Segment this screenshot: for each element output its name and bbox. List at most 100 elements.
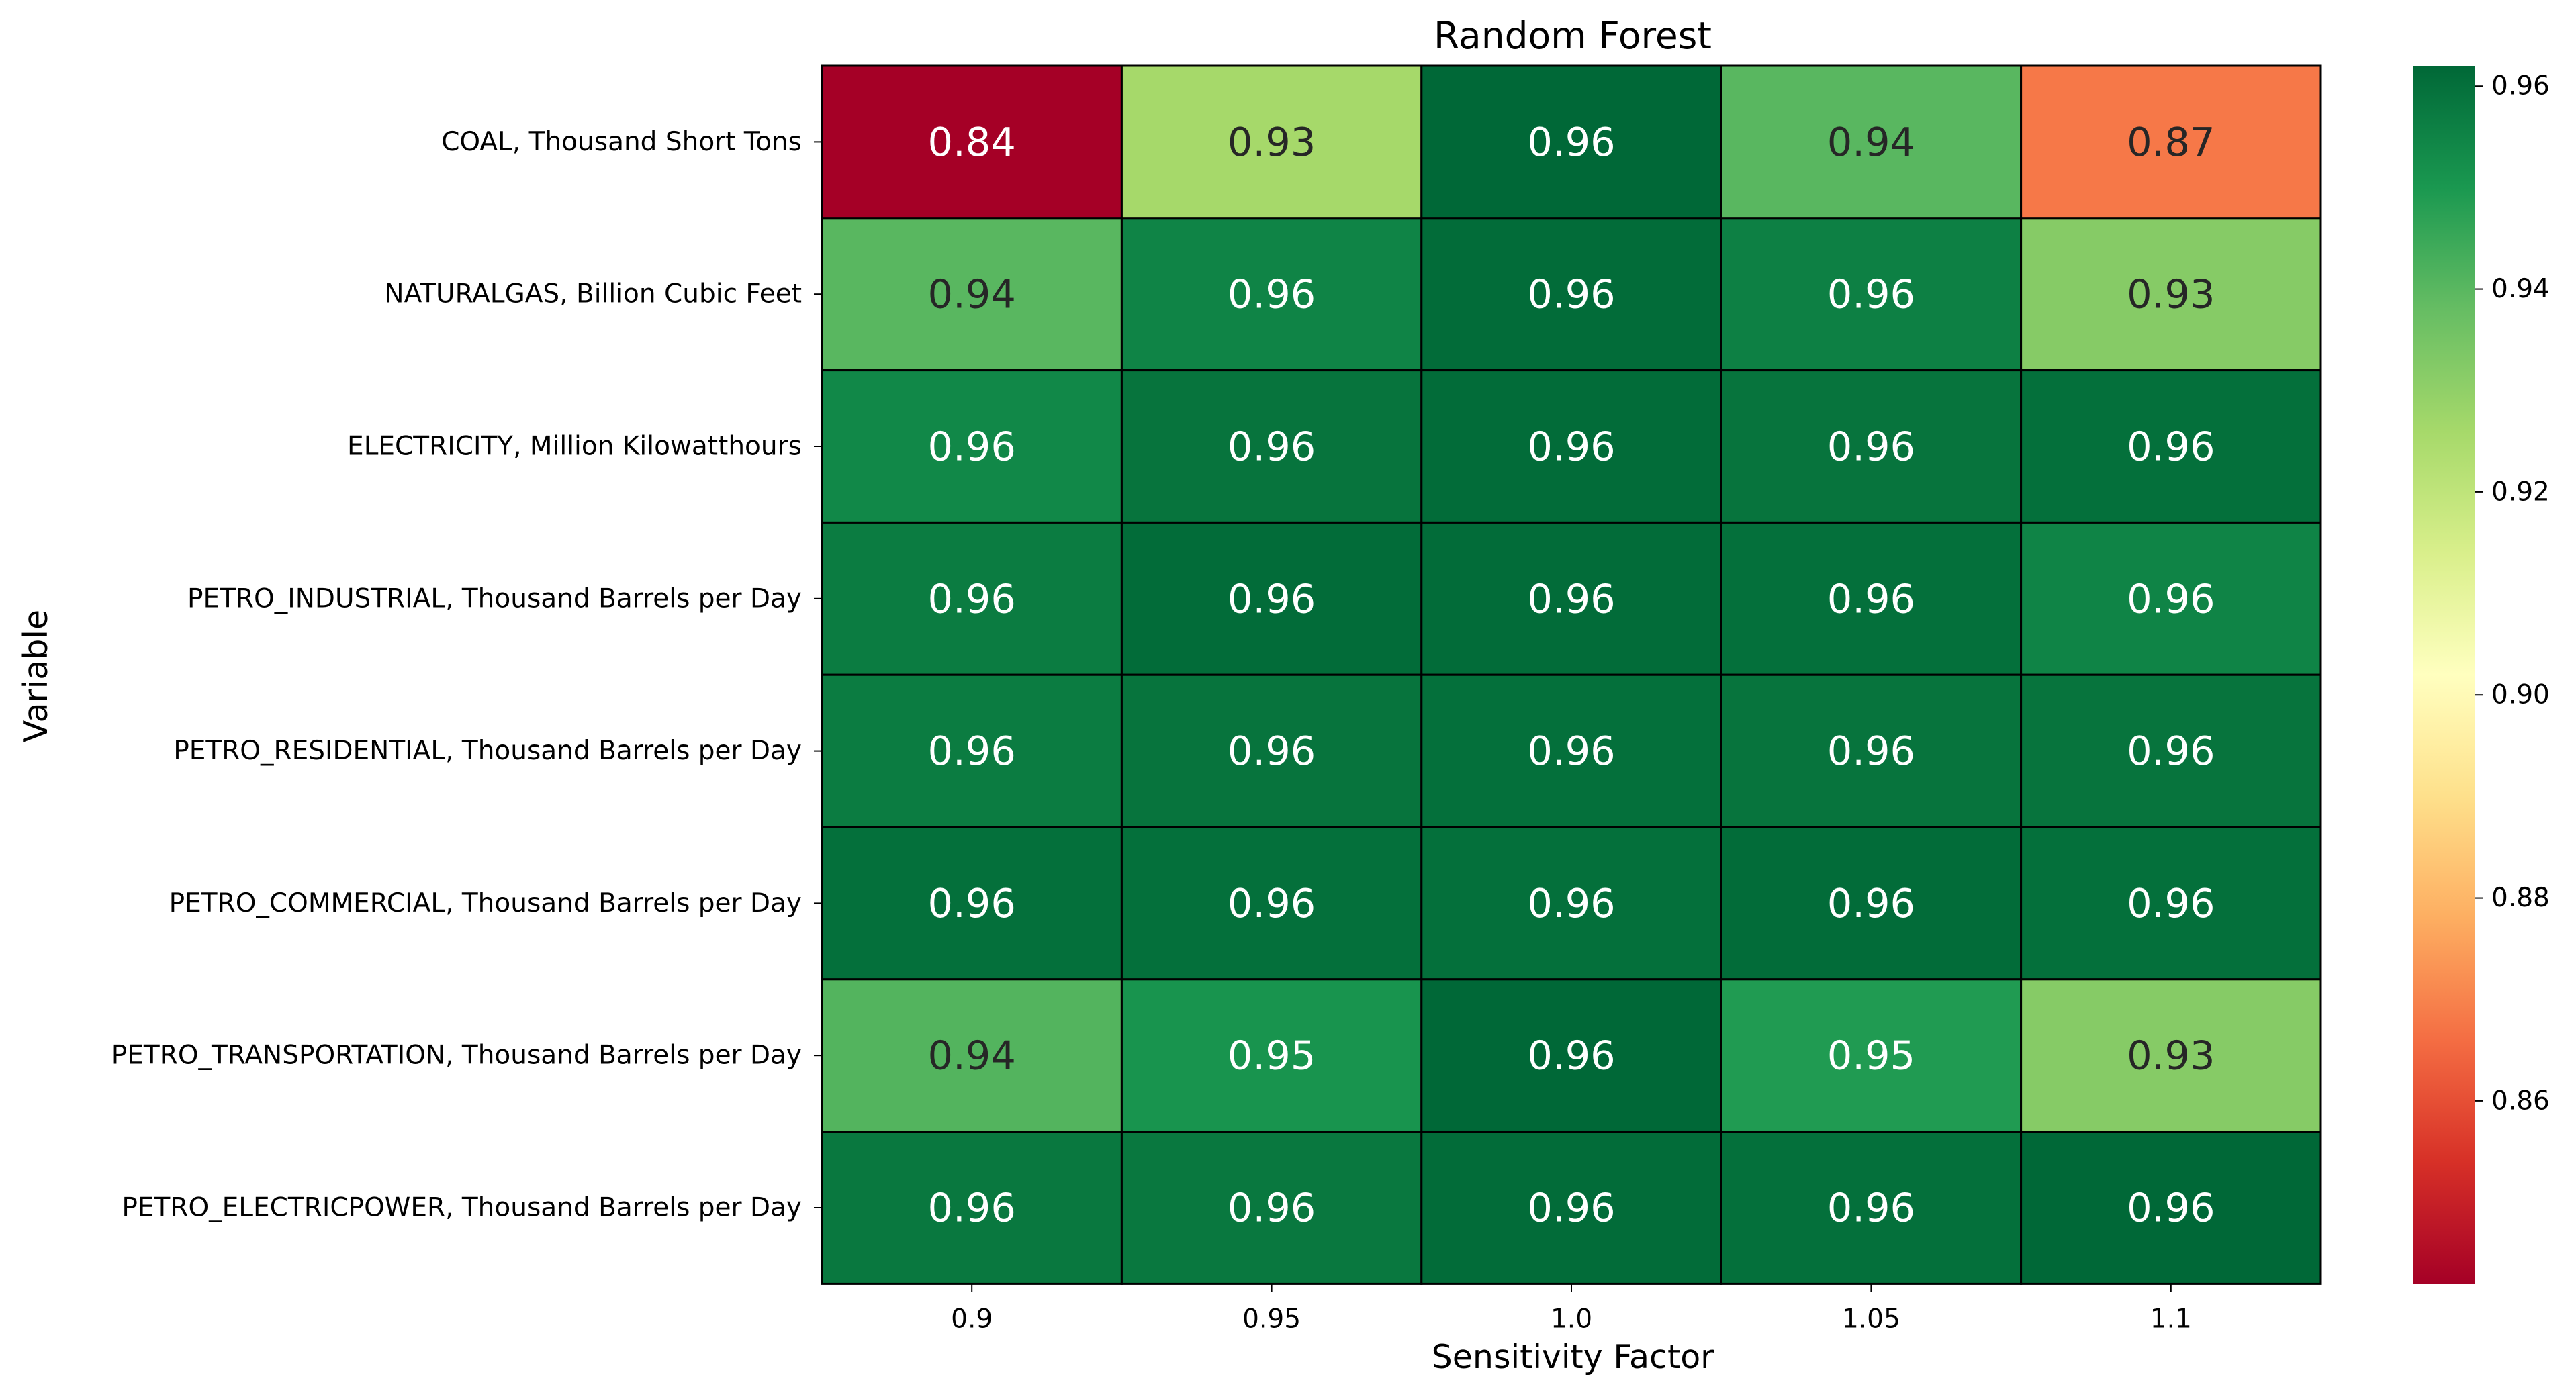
cell-value-label: 0.96 — [1827, 575, 1915, 622]
heatmap-cell — [2020, 673, 2322, 828]
heatmap-cell — [1720, 1131, 2023, 1285]
y-tick-labels: COAL, Thousand Short Tons NATURALGAS, Bil… — [111, 127, 822, 1223]
cell-value-label: 0.96 — [928, 575, 1016, 622]
cell-value-label: 0.96 — [2127, 728, 2215, 774]
heatmap-cell — [821, 217, 1123, 372]
cell-value-label: 0.93 — [1228, 119, 1316, 165]
x-axis-label: Sensitivity Factor — [1432, 1338, 1715, 1376]
heatmap-cell — [1420, 521, 1722, 676]
x-tick-label: 0.9 — [951, 1304, 993, 1334]
y-tick-label: PETRO_RESIDENTIAL, Thousand Barrels per … — [173, 736, 802, 766]
heatmap-cell — [1120, 1131, 1423, 1285]
heatmap-cell — [821, 673, 1123, 828]
cell-value-label: 0.96 — [1827, 271, 1915, 318]
cell-value-label: 0.96 — [1228, 575, 1316, 622]
heatmap-cell — [1420, 1131, 1722, 1285]
cell-value-label: 0.87 — [2127, 119, 2215, 165]
heatmap-cell — [1420, 217, 1722, 372]
heatmap-cell — [1720, 369, 2023, 524]
heatmap-cell — [2020, 1131, 2322, 1285]
cell-value-label: 0.96 — [1527, 1185, 1615, 1231]
colorbar-tick-label: 0.94 — [2491, 274, 2550, 304]
heatmap-cell — [1420, 64, 1722, 220]
heatmap-cell — [821, 64, 1123, 220]
cell-value-label: 0.96 — [2127, 880, 2215, 926]
x-tick-label: 1.0 — [1551, 1304, 1592, 1334]
cell-value-label: 0.96 — [1527, 1032, 1615, 1079]
cell-value-label: 0.96 — [1228, 424, 1316, 470]
x-tick-label: 0.95 — [1242, 1304, 1301, 1334]
heatmap-cells — [821, 64, 2322, 1285]
colorbar: 0.86 0.88 0.90 0.92 0.94 0.96 — [2413, 66, 2550, 1284]
colorbar-tick-label: 0.88 — [2491, 883, 2550, 913]
cell-value-label: 0.96 — [928, 728, 1016, 774]
heatmap-cell — [2020, 217, 2322, 372]
cell-value-label: 0.95 — [1827, 1032, 1915, 1079]
cell-value-label: 0.93 — [2127, 1032, 2215, 1079]
cell-value-label: 0.96 — [1527, 575, 1615, 622]
cell-value-label: 0.96 — [1527, 728, 1615, 774]
cell-value-label: 0.94 — [928, 1032, 1016, 1079]
cell-value-label: 0.96 — [928, 880, 1016, 926]
heatmap-cell — [2020, 64, 2322, 220]
heatmap-cell — [1420, 369, 1722, 524]
heatmap-cell — [2020, 826, 2322, 981]
heatmap-cell-labels: 0.84 0.93 0.96 0.94 0.87 0.94 0.96 0.96 0.96 0.93… — [928, 119, 2215, 1231]
cell-value-label: 0.96 — [1527, 880, 1615, 926]
heatmap-cell — [1420, 826, 1722, 981]
x-tick-labels: 0.9 0.95 1.0 1.05 1.1 — [951, 1284, 2192, 1334]
heatmap-cell — [821, 1131, 1123, 1285]
y-tick-label: NATURALGAS, Billion Cubic Feet — [384, 279, 802, 309]
heatmap-cell — [2020, 978, 2322, 1133]
y-tick-label: PETRO_TRANSPORTATION, Thousand Barrels p… — [111, 1041, 802, 1071]
cell-value-label: 0.96 — [928, 424, 1016, 470]
y-tick-label: PETRO_ELECTRICPOWER, Thousand Barrels pe… — [122, 1193, 802, 1223]
cell-value-label: 0.96 — [1827, 728, 1915, 774]
cell-value-label: 0.84 — [928, 119, 1016, 165]
heatmap-cell — [1720, 521, 2023, 676]
chart-title: Random Forest — [1434, 14, 1712, 57]
cell-value-label: 0.94 — [928, 271, 1016, 318]
heatmap-cell — [1120, 826, 1423, 981]
heatmap-cell — [2020, 521, 2322, 676]
cell-value-label: 0.96 — [2127, 424, 2215, 470]
cell-value-label: 0.93 — [2127, 271, 2215, 318]
colorbar-tick-label: 0.86 — [2491, 1086, 2550, 1116]
colorbar-tick-label: 0.90 — [2491, 680, 2550, 710]
cell-value-label: 0.96 — [1228, 271, 1316, 318]
heatmap-cell — [1120, 521, 1423, 676]
cell-value-label: 0.96 — [1827, 424, 1915, 470]
y-tick-label: PETRO_INDUSTRIAL, Thousand Barrels per D… — [187, 583, 802, 614]
colorbar-tick-label: 0.92 — [2491, 477, 2550, 507]
heatmap-cell — [1720, 826, 2023, 981]
cell-value-label: 0.96 — [1527, 119, 1615, 165]
heatmap-cell — [1420, 673, 1722, 828]
heatmap-cell — [821, 978, 1123, 1133]
cell-value-label: 0.96 — [928, 1185, 1016, 1231]
cell-value-label: 0.96 — [1228, 728, 1316, 774]
cell-value-label: 0.95 — [1228, 1032, 1316, 1079]
cell-value-label: 0.96 — [1527, 271, 1615, 318]
cell-value-label: 0.94 — [1827, 119, 1915, 165]
cell-value-label: 0.96 — [2127, 575, 2215, 622]
cell-value-label: 0.96 — [1527, 424, 1615, 470]
cell-value-label: 0.96 — [1228, 880, 1316, 926]
y-axis-label: Variable — [17, 610, 55, 742]
colorbar-tick-label: 0.96 — [2491, 71, 2550, 101]
heatmap-cell — [1120, 64, 1423, 220]
x-tick-label: 1.05 — [1842, 1304, 1900, 1334]
cell-value-label: 0.96 — [1827, 880, 1915, 926]
x-tick-label: 1.1 — [2150, 1304, 2192, 1334]
cell-value-label: 0.96 — [1228, 1185, 1316, 1231]
cell-value-label: 0.96 — [1827, 1185, 1915, 1231]
cell-value-label: 0.96 — [2127, 1185, 2215, 1231]
colorbar-gradient — [2413, 66, 2475, 1284]
heatmap-cell — [2020, 369, 2322, 524]
y-tick-label: COAL, Thousand Short Tons — [441, 127, 802, 157]
y-tick-label: ELECTRICITY, Million Kilowatthours — [347, 432, 802, 462]
heatmap-cell — [1120, 369, 1423, 524]
heatmap-cell — [1720, 64, 2023, 220]
y-tick-label: PETRO_COMMERCIAL, Thousand Barrels per D… — [169, 888, 802, 918]
heatmap-cell — [1120, 673, 1423, 828]
